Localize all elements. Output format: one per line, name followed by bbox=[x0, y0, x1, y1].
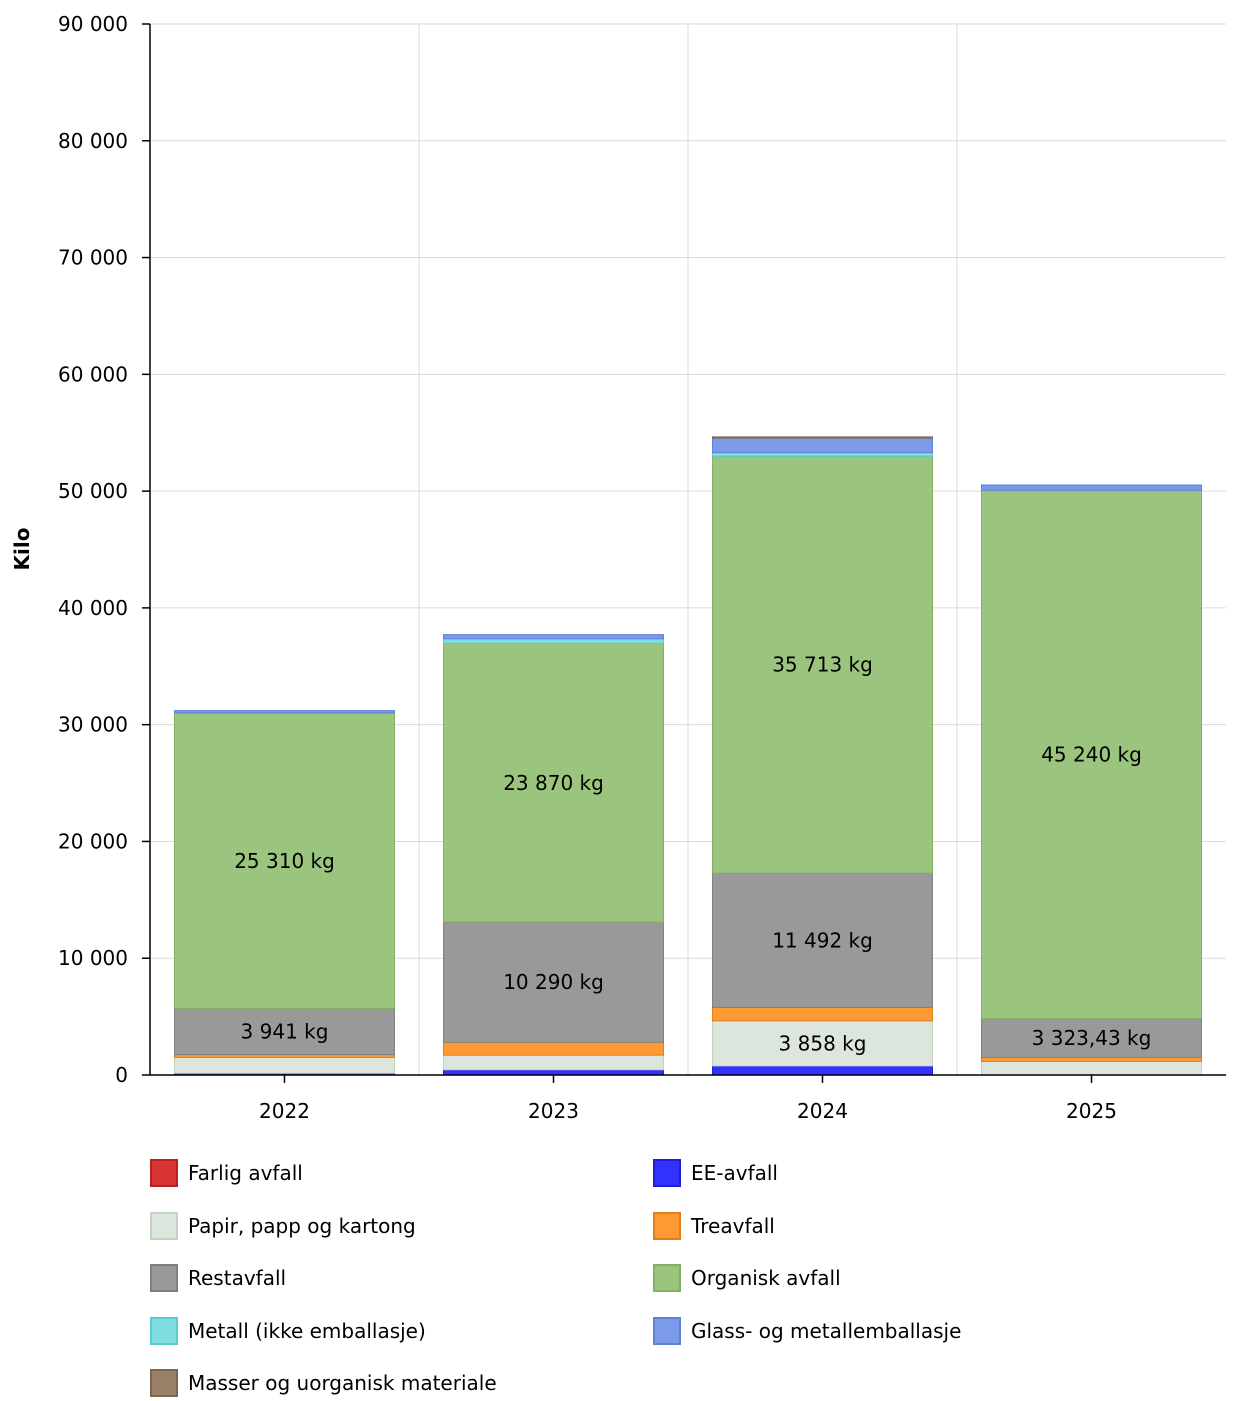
bar-glass-og-metallemballasje-2023[interactable] bbox=[443, 634, 664, 640]
y-tick-label: 0 bbox=[115, 1063, 128, 1087]
y-tick-label: 70 000 bbox=[58, 246, 128, 270]
bar-restavfall-2025[interactable] bbox=[981, 1018, 1202, 1058]
bar-restavfall-2022[interactable] bbox=[174, 1008, 395, 1056]
y-tick-label: 90 000 bbox=[58, 12, 128, 36]
data-label: 10 290 kg bbox=[503, 970, 604, 994]
x-tick-label: 2023 bbox=[528, 1099, 579, 1123]
bar-glass-og-metallemballasje-2024[interactable] bbox=[712, 437, 933, 454]
legend-label: Restavfall bbox=[188, 1266, 287, 1290]
legend-swatch bbox=[150, 1264, 178, 1292]
legend-label: Papir, papp og kartong bbox=[188, 1213, 416, 1238]
legend-item-masser-og-uorganisk-materiale[interactable]: Masser og uorganisk materiale bbox=[150, 1367, 497, 1399]
legend-label: Masser og uorganisk materiale bbox=[188, 1371, 497, 1395]
legend-item-treavfall[interactable]: Treavfall bbox=[653, 1210, 775, 1242]
bar-organisk-avfall-2023[interactable] bbox=[443, 642, 664, 923]
bar-organisk-avfall-2022[interactable] bbox=[174, 712, 395, 1010]
legend-label: Metall (ikke emballasje) bbox=[188, 1318, 426, 1343]
bar-masser-og-uorganisk-materiale-2024[interactable] bbox=[712, 436, 933, 439]
legend-swatch bbox=[653, 1159, 681, 1187]
bar-treavfall-2023[interactable] bbox=[443, 1041, 664, 1056]
bar-organisk-avfall-2024[interactable] bbox=[712, 455, 933, 874]
legend-item-glass-og-metallemballasje[interactable]: Glass- og metallemballasje bbox=[653, 1315, 961, 1347]
y-tick-label: 10 000 bbox=[58, 946, 128, 970]
x-tick-label: 2024 bbox=[797, 1099, 848, 1123]
y-tick-label: 40 000 bbox=[58, 596, 128, 620]
legend-item-farlig-avfall[interactable]: Farlig avfall bbox=[150, 1157, 303, 1189]
legend-label: Glass- og metallemballasje bbox=[691, 1318, 962, 1343]
y-tick-label: 20 000 bbox=[58, 829, 128, 853]
bar-ee-avfall-2024[interactable] bbox=[712, 1065, 933, 1076]
legend-item-metall-ikke-emballasje[interactable]: Metall (ikke emballasje) bbox=[150, 1315, 426, 1347]
data-label: 35 713 kg bbox=[772, 653, 873, 677]
bar-restavfall-2024[interactable] bbox=[712, 872, 933, 1008]
data-label: 11 492 kg bbox=[772, 928, 873, 952]
legend-item-papir-papp-og-kartong[interactable]: Papir, papp og kartong bbox=[150, 1210, 416, 1242]
legend-swatch bbox=[653, 1316, 681, 1345]
legend-swatch bbox=[150, 1211, 178, 1240]
legend-swatch bbox=[150, 1369, 178, 1397]
axis-layer: 0 10 000 20 000 30 000 40 000 50 000 60 000 70 … bbox=[58, 12, 1226, 1123]
bar-layer bbox=[174, 436, 1202, 1076]
y-tick-label: 60 000 bbox=[58, 362, 128, 386]
data-label: 45 240 kg bbox=[1041, 742, 1142, 766]
legend-label: Farlig avfall bbox=[188, 1161, 303, 1185]
legend-swatch bbox=[653, 1264, 681, 1292]
y-axis-title: Kilo bbox=[10, 528, 34, 571]
bar-restavfall-2023[interactable] bbox=[443, 921, 664, 1043]
legend-item-organisk-avfall[interactable]: Organisk avfall bbox=[653, 1262, 841, 1294]
bar-metall-ikke-emballasje-2023[interactable] bbox=[443, 638, 664, 644]
bar-glass-og-metallemballasje-2025[interactable] bbox=[981, 484, 1202, 491]
x-tick-label: 2025 bbox=[1066, 1099, 1117, 1123]
y-tick-label: 50 000 bbox=[58, 479, 128, 503]
bar-papir-papp-og-kartong-2023[interactable] bbox=[443, 1054, 664, 1071]
legend-swatch bbox=[653, 1211, 681, 1240]
x-tick-label: 2022 bbox=[259, 1099, 310, 1123]
bar-metall-ikke-emballasje-2024[interactable] bbox=[712, 452, 933, 457]
data-label: 25 310 kg bbox=[234, 849, 335, 873]
y-tick-label: 80 000 bbox=[58, 129, 128, 153]
bar-papir-papp-og-kartong-2025[interactable] bbox=[981, 1060, 1202, 1076]
stacked-bar-chart: 3 941 kg 25 310 kg 10 290 kg 23 870 kg 3 858… bbox=[10, 12, 1226, 1123]
data-label: 23 870 kg bbox=[503, 771, 604, 795]
legend-item-restavfall[interactable]: Restavfall bbox=[150, 1262, 286, 1294]
legend-swatch bbox=[150, 1316, 178, 1345]
legend-label: Treavfall bbox=[691, 1213, 775, 1238]
legend-swatch bbox=[150, 1159, 178, 1187]
bar-treavfall-2025[interactable] bbox=[981, 1056, 1202, 1062]
data-label: 3 941 kg bbox=[241, 1020, 329, 1044]
bar-papir-papp-og-kartong-2022[interactable] bbox=[174, 1056, 395, 1074]
bar-papir-papp-og-kartong-2024[interactable] bbox=[712, 1020, 933, 1067]
data-label-layer: 3 941 kg 25 310 kg 10 290 kg 23 870 kg 3 858… bbox=[234, 653, 1151, 1056]
bar-organisk-avfall-2025[interactable] bbox=[981, 489, 1202, 1020]
legend-item-ee-avfall[interactable]: EE-avfall bbox=[653, 1157, 778, 1189]
y-tick-label: 30 000 bbox=[58, 713, 128, 737]
bar-treavfall-2024[interactable] bbox=[712, 1006, 933, 1022]
data-label: 3 323,43 kg bbox=[1032, 1026, 1152, 1050]
legend-label: Organisk avfall bbox=[691, 1266, 841, 1290]
data-label: 3 858 kg bbox=[779, 1031, 867, 1055]
bar-glass-og-metallemballasje-2022[interactable] bbox=[174, 710, 395, 714]
bar-ee-avfall-2023[interactable] bbox=[443, 1069, 664, 1076]
legend-label: EE-avfall bbox=[691, 1161, 778, 1185]
